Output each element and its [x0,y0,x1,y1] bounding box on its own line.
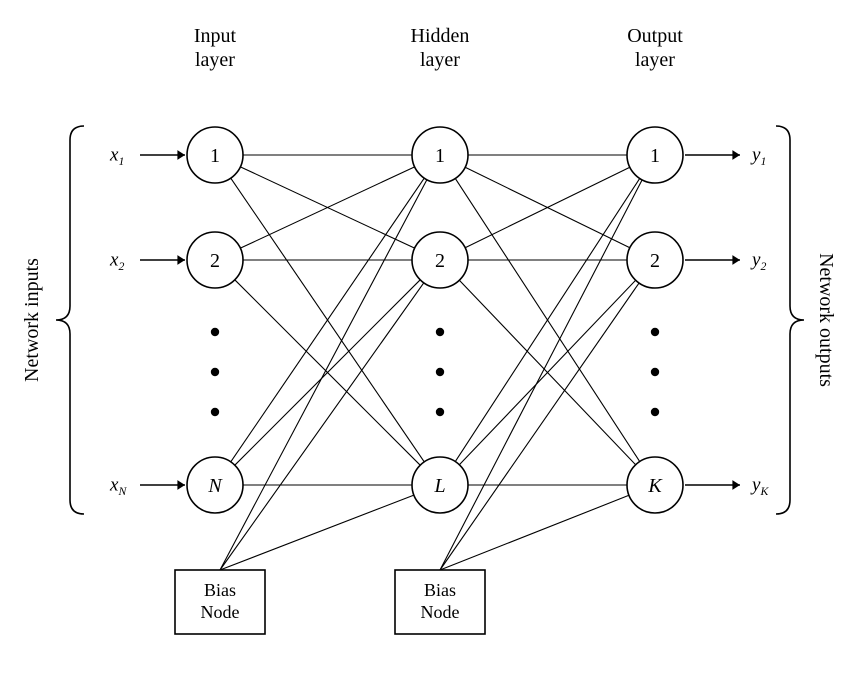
svg-text:Network outputs: Network outputs [815,253,837,387]
svg-text:N: N [207,475,223,497]
svg-text:layer: layer [195,49,235,71]
svg-text:Network inputs: Network inputs [21,258,43,382]
svg-text:x2: x2 [109,250,124,273]
svg-text:layer: layer [420,49,460,71]
svg-text:K: K [647,475,663,497]
svg-text:Hidden: Hidden [411,25,470,47]
svg-text:xN: xN [109,475,127,498]
svg-text:1: 1 [650,145,660,167]
svg-text:1: 1 [210,145,220,167]
svg-text:2: 2 [435,250,445,272]
svg-text:Node: Node [421,602,460,622]
svg-text:1: 1 [435,145,445,167]
svg-text:2: 2 [210,250,220,272]
svg-text:x1: x1 [109,145,124,168]
svg-text:Bias: Bias [204,580,236,600]
svg-text:Bias: Bias [424,580,456,600]
svg-text:L: L [433,475,445,497]
svg-text:Input: Input [194,25,237,47]
svg-text:2: 2 [650,250,660,272]
svg-text:y1: y1 [750,145,766,168]
svg-text:yK: yK [750,475,769,498]
neural-network-diagram: InputlayerHiddenlayerOutputlayerBiasNode… [0,0,850,683]
svg-text:Node: Node [201,602,240,622]
svg-text:y2: y2 [750,250,766,273]
svg-text:Output: Output [627,25,683,47]
svg-text:layer: layer [635,49,675,71]
